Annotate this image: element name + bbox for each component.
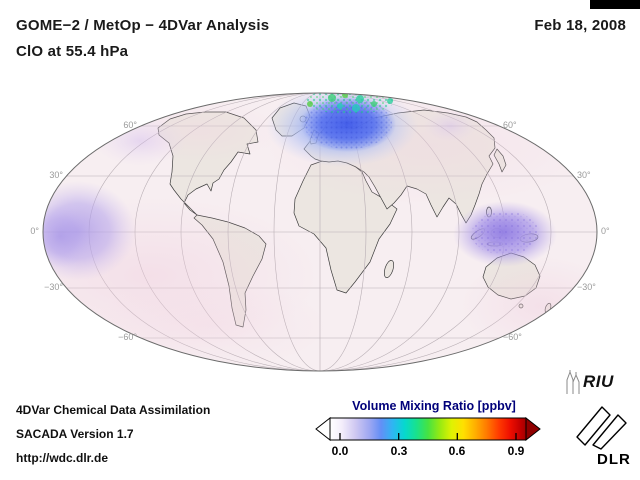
riu-cathedral-icon xyxy=(566,370,580,394)
lat-label-left-30: 30° xyxy=(49,170,63,180)
arctic-speckle-band xyxy=(306,93,394,114)
lat-label-left-60: 60° xyxy=(123,120,137,130)
lat-label-right-30: 30° xyxy=(577,170,591,180)
siberia-lavender-patch xyxy=(424,110,476,142)
lat-label-right-m30: −30° xyxy=(577,282,596,292)
world-map xyxy=(42,92,598,372)
footer-version-label: SACADA Version 1.7 xyxy=(16,427,134,441)
colorbar-tick-marks xyxy=(339,433,517,440)
new-zealand-south xyxy=(550,312,556,322)
dlr-logo-text: DLR xyxy=(597,451,631,468)
colorbar-tick-label-0: 0.0 xyxy=(331,444,349,458)
colorbar-tick-label-2: 0.6 xyxy=(448,444,466,458)
date-label: Feb 18, 2008 xyxy=(534,17,626,34)
lat-label-right-m60: −60° xyxy=(503,332,522,342)
north-pacific-lavender-patch xyxy=(94,116,186,166)
colorbar-underflow-arrow-icon xyxy=(315,417,331,442)
riu-logo-text: RIU xyxy=(583,372,614,391)
colorbar-tick-label-3: 0.9 xyxy=(507,444,525,458)
lat-label-right-60: 60° xyxy=(503,120,517,130)
lat-label-left-m60: −60° xyxy=(118,332,137,342)
top-right-black-bar xyxy=(590,0,640,9)
colorbar-title: Volume Mixing Ratio [ppbv] xyxy=(352,399,516,413)
footer-assimilation-label: 4DVar Chemical Data Assimilation xyxy=(16,403,211,417)
colorbar-tick-label-1: 0.3 xyxy=(390,444,408,458)
page-subtitle: ClO at 55.4 hPa xyxy=(16,43,129,60)
riu-logo: RIU xyxy=(564,370,614,394)
dlr-emblem-icon xyxy=(576,406,627,450)
lat-label-right-0: 0° xyxy=(601,226,610,236)
madagascar xyxy=(383,260,395,278)
footer-url: http://wdc.dlr.de xyxy=(16,451,108,465)
lat-label-left-0: 0° xyxy=(30,226,39,236)
colorbar-gradient-bar xyxy=(329,417,527,441)
colorbar-overflow-arrow-icon xyxy=(525,417,541,442)
colorbar xyxy=(315,417,541,442)
lat-label-left-m30: −30° xyxy=(44,282,63,292)
map-boundary xyxy=(42,92,598,372)
page-title: GOME−2 / MetOp − 4DVar Analysis xyxy=(16,17,270,34)
